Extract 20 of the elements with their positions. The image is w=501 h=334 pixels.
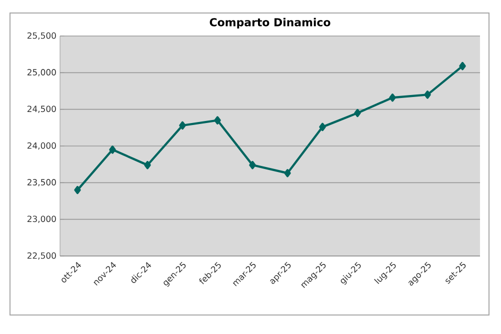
y-tick-label: 22,500 xyxy=(27,252,56,260)
point xyxy=(284,169,291,178)
y-tick-label: 23,000 xyxy=(27,216,56,223)
point xyxy=(424,90,431,99)
point xyxy=(389,94,396,102)
point xyxy=(459,62,466,70)
y-tick-label: 23,500 xyxy=(27,179,56,186)
y-tick-label: 24,000 xyxy=(27,142,56,150)
chart-title: Comparto Dinamico xyxy=(210,18,330,29)
point xyxy=(179,121,186,130)
point xyxy=(144,160,151,170)
point xyxy=(214,116,221,124)
y-tick-label: 25,000 xyxy=(27,69,56,76)
y-tick-label: 24,500 xyxy=(27,106,56,113)
point xyxy=(354,108,361,118)
y-tick-label: 25,500 xyxy=(27,32,56,40)
point xyxy=(249,160,256,170)
point xyxy=(109,146,116,154)
point xyxy=(74,186,81,194)
point xyxy=(319,122,326,132)
